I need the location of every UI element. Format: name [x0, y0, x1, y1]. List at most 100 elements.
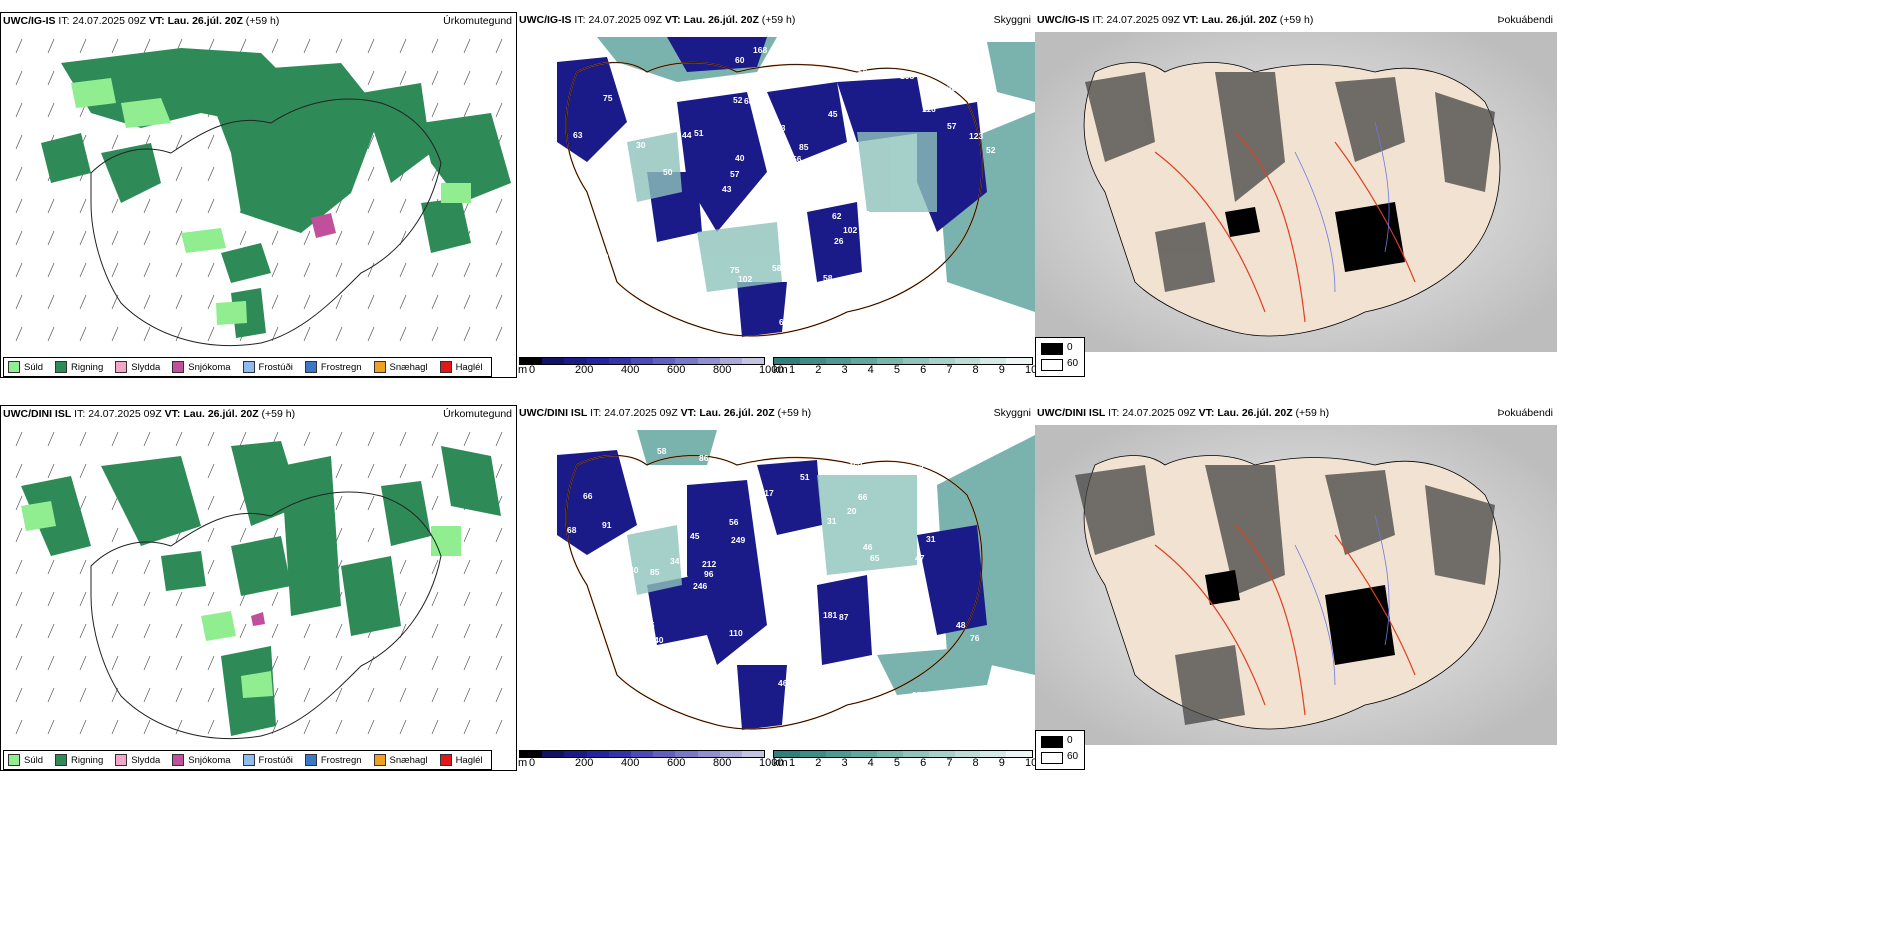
- wind-barb: [15, 38, 23, 54]
- wind-barb: [495, 262, 503, 278]
- cloud-base-value: 55: [579, 289, 589, 299]
- wind-barb: [79, 719, 87, 735]
- cloud-base-value: 61: [665, 689, 675, 699]
- cloud-base-value: 40: [735, 153, 745, 163]
- wind-barb: [207, 262, 215, 278]
- cloud-base-value: 47: [915, 553, 925, 563]
- wind-barb: [143, 623, 151, 639]
- wind-barb: [47, 230, 55, 246]
- colorbar-tick: 1: [789, 364, 796, 376]
- cloud-base-value: 34: [670, 556, 680, 566]
- colorbar-tick: 3: [841, 364, 848, 376]
- wind-barb: [495, 431, 503, 447]
- legend-item-sold: Súld: [4, 751, 51, 769]
- cloud-base-value: 31: [926, 534, 936, 544]
- fog-label-60: 60: [1067, 358, 1079, 369]
- wind-barb: [47, 719, 55, 735]
- wind-barb: [47, 262, 55, 278]
- wind-barb: [271, 326, 279, 342]
- wind-barb: [399, 559, 407, 575]
- wind-barb: [463, 326, 471, 342]
- wind-barb: [143, 198, 151, 214]
- cloud-base-value: 110: [729, 628, 743, 638]
- colorbar-tick: 1000: [759, 364, 784, 376]
- panel-visibility-dini: UWC/DINI ISL IT: 24.07.2025 09Z VT: Lau.…: [517, 405, 1035, 771]
- cloud-base-value: 40: [654, 635, 664, 645]
- cloud-base-segment: [697, 358, 720, 364]
- wind-barb: [463, 431, 471, 447]
- wind-barb: [15, 591, 23, 607]
- fog-map: [1035, 425, 1557, 745]
- wind-barb: [207, 294, 215, 310]
- cloud-base-value: 236: [615, 310, 629, 320]
- wind-barb: [47, 591, 55, 607]
- wind-barb: [111, 431, 119, 447]
- cloud-base-value: 44: [682, 130, 692, 140]
- wind-barb: [431, 102, 439, 118]
- visibility-segment: [851, 751, 878, 757]
- cloud-base-value: 84: [643, 113, 653, 123]
- panel-fog-dini: UWC/DINI ISL IT: 24.07.2025 09Z VT: Lau.…: [1035, 405, 1557, 771]
- fog-swatch-0: [1041, 736, 1063, 748]
- panel-visibility-igis: UWC/IG-IS IT: 24.07.2025 09Z VT: Lau. 26…: [517, 12, 1035, 378]
- swatch: [439, 754, 452, 766]
- visibility-colorbar: [773, 750, 1033, 758]
- wind-barb: [207, 527, 215, 543]
- wind-barb: [143, 38, 151, 54]
- legend-item-frostregn: Frostregn: [301, 358, 370, 376]
- wind-barb: [175, 431, 183, 447]
- panel-title: Skyggni: [993, 14, 1031, 26]
- colorbar-tick: 3: [841, 757, 848, 769]
- wind-barb: [79, 463, 87, 479]
- cloud-base-value: 58: [823, 273, 833, 283]
- wind-barb: [239, 527, 247, 543]
- wind-barb: [303, 623, 311, 639]
- fog-label-0: 0: [1067, 342, 1073, 353]
- cloud-base-value: 92: [900, 613, 910, 623]
- wind-barb: [335, 262, 343, 278]
- wind-barb: [303, 431, 311, 447]
- wind-barb: [111, 198, 119, 214]
- wind-barb: [335, 655, 343, 671]
- wind-barb: [15, 655, 23, 671]
- wind-barb: [431, 38, 439, 54]
- wind-barb: [111, 230, 119, 246]
- cloud-base-value: 58: [657, 446, 667, 456]
- colorbar-tick: 200: [575, 364, 594, 376]
- colorbar-tick: 10: [1025, 364, 1035, 376]
- wind-barb: [431, 326, 439, 342]
- wind-barb: [495, 38, 503, 54]
- cloud-base-value: 102: [738, 274, 752, 284]
- cloud-base-value: 116: [658, 298, 672, 308]
- panel-fog-igis: UWC/IG-IS IT: 24.07.2025 09Z VT: Lau. 26…: [1035, 12, 1557, 378]
- cloud-base-value: 123: [969, 131, 983, 141]
- wind-barb: [399, 70, 407, 86]
- wind-barb: [367, 687, 375, 703]
- wind-barb: [367, 198, 375, 214]
- cloud-base-segment: [586, 751, 609, 757]
- cloud-base-value: 38: [635, 464, 645, 474]
- cloud-base-value: 75: [730, 265, 740, 275]
- wind-barb: [495, 655, 503, 671]
- cloud-base-segment: [741, 751, 765, 757]
- cloud-base-value: 59: [780, 651, 790, 661]
- wind-barb: [143, 431, 151, 447]
- wind-barb: [15, 326, 23, 342]
- cloud-base-value: 44: [677, 700, 687, 710]
- wind-barb: [463, 687, 471, 703]
- wind-barb: [143, 326, 151, 342]
- wind-barb: [175, 198, 183, 214]
- wind-barb: [335, 38, 343, 54]
- wind-barb: [431, 623, 439, 639]
- visibility-segment: [954, 751, 981, 757]
- panel-header: UWC/IG-IS IT: 24.07.2025 09Z VT: Lau. 26…: [519, 14, 796, 26]
- wind-barb: [47, 655, 55, 671]
- visibility-map: 4846326359458666504787346846443842615211…: [557, 430, 1035, 730]
- legend-item-snaehagl: Snæhagl: [370, 751, 436, 769]
- cloud-base-value: 91: [602, 520, 612, 530]
- wind-barb: [399, 463, 407, 479]
- wind-barb: [175, 591, 183, 607]
- cloud-base-value: 62: [832, 211, 842, 221]
- precip-legend: Súld Rigning Slydda Snjókoma Frostúði Fr…: [3, 750, 492, 770]
- wind-barb: [79, 591, 87, 607]
